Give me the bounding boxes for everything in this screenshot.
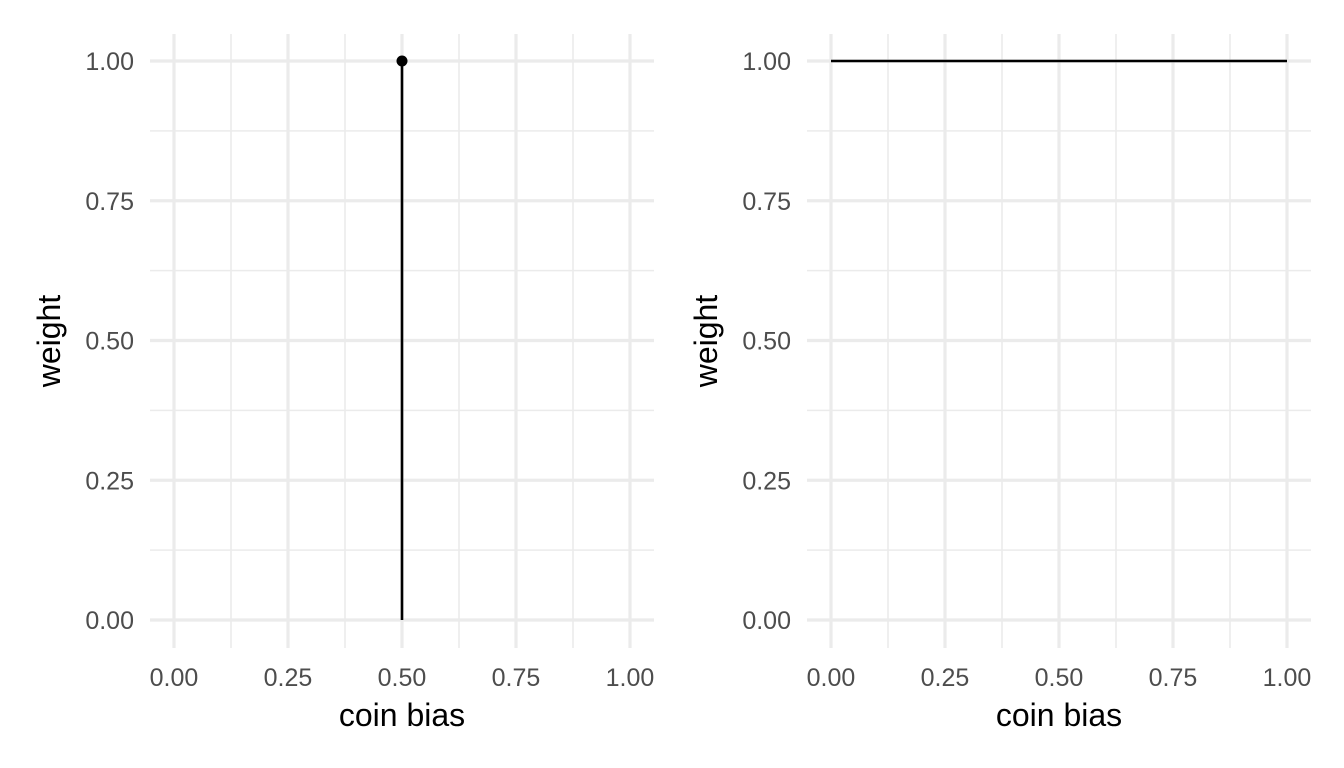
y-tick-label: 0.00 <box>742 607 791 635</box>
y-tick-label: 0.00 <box>85 607 134 635</box>
y-tick-label: 1.00 <box>85 48 134 76</box>
x-tick-label: 1.00 <box>1263 664 1312 692</box>
x-tick-label: 0.00 <box>807 664 856 692</box>
x-tick-label: 0.75 <box>1149 664 1198 692</box>
x-tick-label: 0.50 <box>378 664 427 692</box>
x-tick-label: 0.25 <box>921 664 970 692</box>
x-tick-label: 0.25 <box>264 664 313 692</box>
right-panel: 0.00 0.25 0.50 0.75 1.00 0.00 0.25 0.50 0.75 1.00… <box>688 34 1311 733</box>
gridlines <box>807 34 1311 648</box>
x-tick-label: 0.75 <box>492 664 541 692</box>
y-axis-title: weight <box>688 295 724 389</box>
x-axis-title: coin bias <box>996 697 1122 733</box>
left-panel: 0.00 0.25 0.50 0.75 1.00 0.00 0.25 0.50 0.75 1.00… <box>31 34 654 733</box>
data-point <box>396 55 408 67</box>
y-axis-title: weight <box>31 295 67 389</box>
y-tick-label: 0.50 <box>85 328 134 356</box>
y-tick-label: 0.25 <box>742 467 791 495</box>
x-tick-label: 0.00 <box>150 664 199 692</box>
y-tick-label: 1.00 <box>742 48 791 76</box>
x-tick-label: 0.50 <box>1035 664 1084 692</box>
y-tick-label: 0.75 <box>85 188 134 216</box>
x-axis-title: coin bias <box>339 697 465 733</box>
y-tick-label: 0.25 <box>85 467 134 495</box>
x-tick-label: 1.00 <box>606 664 655 692</box>
y-tick-label: 0.75 <box>742 188 791 216</box>
y-tick-label: 0.50 <box>742 328 791 356</box>
